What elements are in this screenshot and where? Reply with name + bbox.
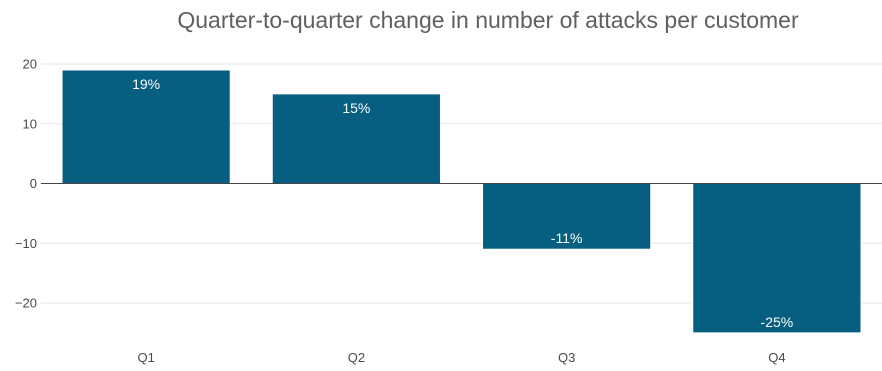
bar-q1 bbox=[61, 69, 231, 184]
bars bbox=[61, 69, 862, 334]
x-tick-label: Q1 bbox=[137, 350, 154, 365]
y-tick-label: 0 bbox=[30, 176, 37, 191]
x-tick-label: Q3 bbox=[558, 350, 575, 365]
data-label: -25% bbox=[761, 314, 794, 330]
y-axis-ticks: 20 10 0 −10 −20 bbox=[15, 57, 37, 311]
y-tick-label: −20 bbox=[15, 296, 37, 311]
y-tick-label: 20 bbox=[23, 57, 37, 72]
bar-q3 bbox=[482, 183, 652, 250]
y-tick-label: −10 bbox=[15, 236, 37, 251]
bar-q4 bbox=[692, 183, 862, 334]
data-label: 15% bbox=[342, 100, 370, 116]
data-label: -11% bbox=[551, 230, 583, 246]
x-tick-label: Q2 bbox=[348, 350, 365, 365]
x-tick-label: Q4 bbox=[768, 350, 785, 365]
chart-title: Quarter-to-quarter change in number of a… bbox=[177, 7, 799, 33]
data-labels: 19% 15% -11% -25% bbox=[132, 76, 793, 330]
data-label: 19% bbox=[132, 76, 160, 92]
y-tick-label: 10 bbox=[23, 116, 37, 131]
x-axis-ticks: Q1 Q2 Q3 Q4 bbox=[137, 350, 785, 365]
